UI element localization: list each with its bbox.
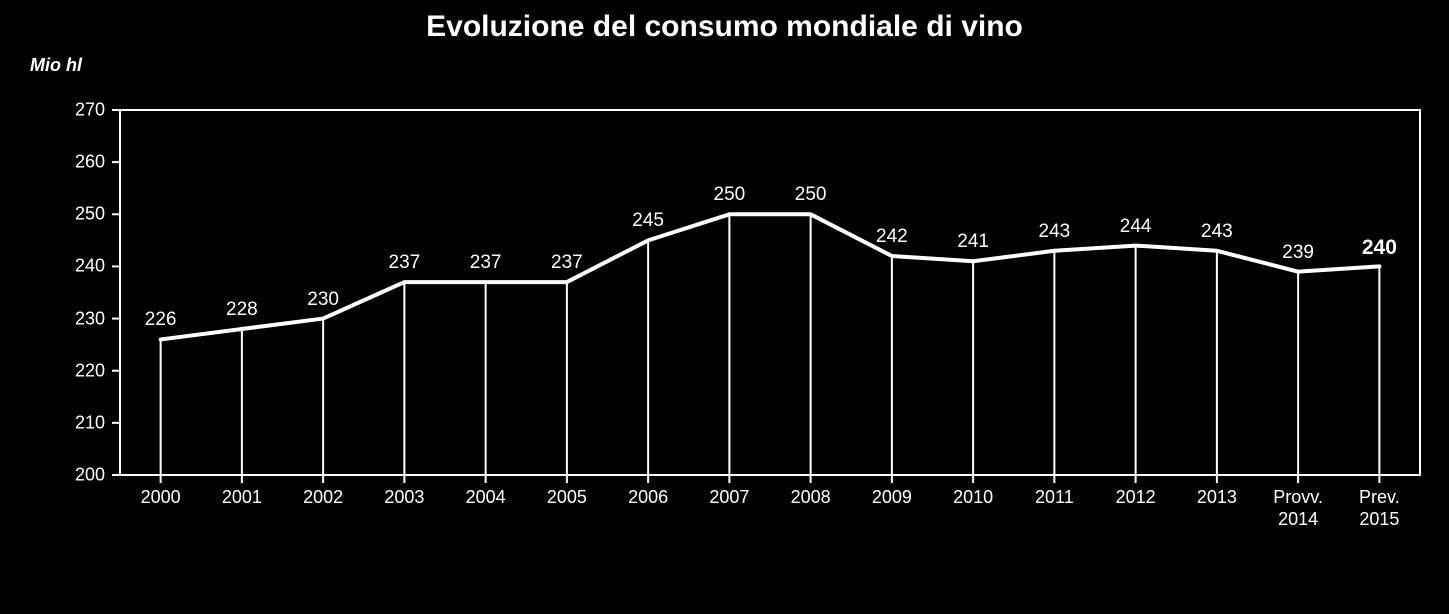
y-tick-label: 240 [0, 256, 105, 277]
data-label: 243 [1201, 221, 1233, 243]
data-label: 244 [1120, 216, 1152, 238]
chart-svg [0, 0, 1449, 614]
x-tick-label: 2008 [791, 487, 831, 509]
x-tick-label: 2002 [303, 487, 343, 509]
x-tick-label: Prev. 2015 [1359, 487, 1400, 530]
x-tick-label: 2006 [628, 487, 668, 509]
data-label: 237 [389, 252, 421, 274]
x-tick-label: 2003 [384, 487, 424, 509]
y-tick-label: 270 [0, 100, 105, 121]
data-label: 237 [551, 252, 583, 274]
x-tick-label: 2012 [1116, 487, 1156, 509]
y-tick-label: 200 [0, 465, 105, 486]
x-tick-label: 2013 [1197, 487, 1237, 509]
y-tick-label: 260 [0, 152, 105, 173]
data-label: 241 [957, 231, 989, 253]
y-tick-label: 220 [0, 360, 105, 381]
x-tick-label: 2009 [872, 487, 912, 509]
data-label: 243 [1039, 221, 1071, 243]
x-tick-label: 2000 [141, 487, 181, 509]
data-label: 226 [145, 309, 177, 331]
x-tick-label: 2011 [1035, 487, 1074, 509]
y-tick-label: 210 [0, 412, 105, 433]
x-tick-label: 2007 [709, 487, 749, 509]
data-label: 250 [795, 184, 827, 206]
data-label: 237 [470, 252, 502, 274]
data-label: 230 [307, 289, 339, 311]
x-tick-label: 2010 [953, 487, 993, 509]
data-label: 239 [1282, 242, 1314, 264]
x-tick-label: 2004 [466, 487, 506, 509]
data-label: 240 [1362, 236, 1397, 260]
x-tick-label: Provv. 2014 [1273, 487, 1323, 530]
data-label: 242 [876, 226, 908, 248]
x-tick-label: 2005 [547, 487, 587, 509]
data-label: 250 [714, 184, 746, 206]
data-label: 228 [226, 299, 258, 321]
y-tick-label: 250 [0, 204, 105, 225]
chart-container: Evoluzione del consumo mondiale di vino … [0, 0, 1449, 614]
y-tick-label: 230 [0, 308, 105, 329]
data-label: 245 [632, 210, 664, 232]
x-tick-label: 2001 [222, 487, 262, 509]
